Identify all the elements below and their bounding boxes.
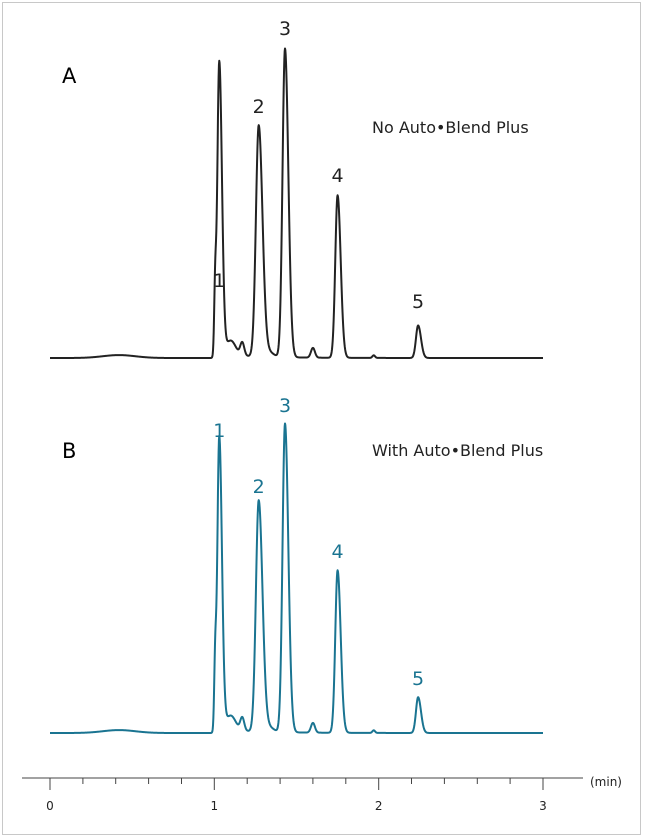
- peak-label: 3: [279, 395, 291, 417]
- panel-a-label: A: [62, 64, 77, 88]
- x-tick-label: 0: [46, 799, 54, 813]
- peak-label: 5: [412, 668, 424, 690]
- peak-label: 2: [253, 476, 265, 498]
- panel-b-condition: With Auto•Blend Plus: [372, 441, 543, 460]
- panel-b-label: B: [62, 439, 76, 463]
- x-axis-unit: (min): [590, 775, 622, 789]
- peak-label: 5: [412, 291, 424, 313]
- x-tick-label: 1: [210, 799, 218, 813]
- peak-label: 4: [332, 165, 344, 187]
- chromatogram-trace-b: [49, 422, 544, 734]
- panel-a: A No Auto•Blend Plus 1 2 3 4 5: [49, 18, 544, 359]
- x-tick-label: 2: [375, 799, 383, 813]
- peak-label: 1: [213, 420, 225, 442]
- peak-label: 4: [332, 541, 344, 563]
- panel-a-condition: No Auto•Blend Plus: [372, 118, 529, 137]
- peak-label: 3: [279, 18, 291, 40]
- peak-label: 2: [253, 96, 265, 118]
- peak-label: 1: [213, 270, 225, 292]
- x-tick-label: 3: [539, 799, 547, 813]
- panel-b: B With Auto•Blend Plus 1 2 3 4 5: [49, 395, 544, 734]
- x-axis: (min) 0 1 2 3: [22, 775, 622, 813]
- chromatogram-trace-a: [49, 47, 544, 359]
